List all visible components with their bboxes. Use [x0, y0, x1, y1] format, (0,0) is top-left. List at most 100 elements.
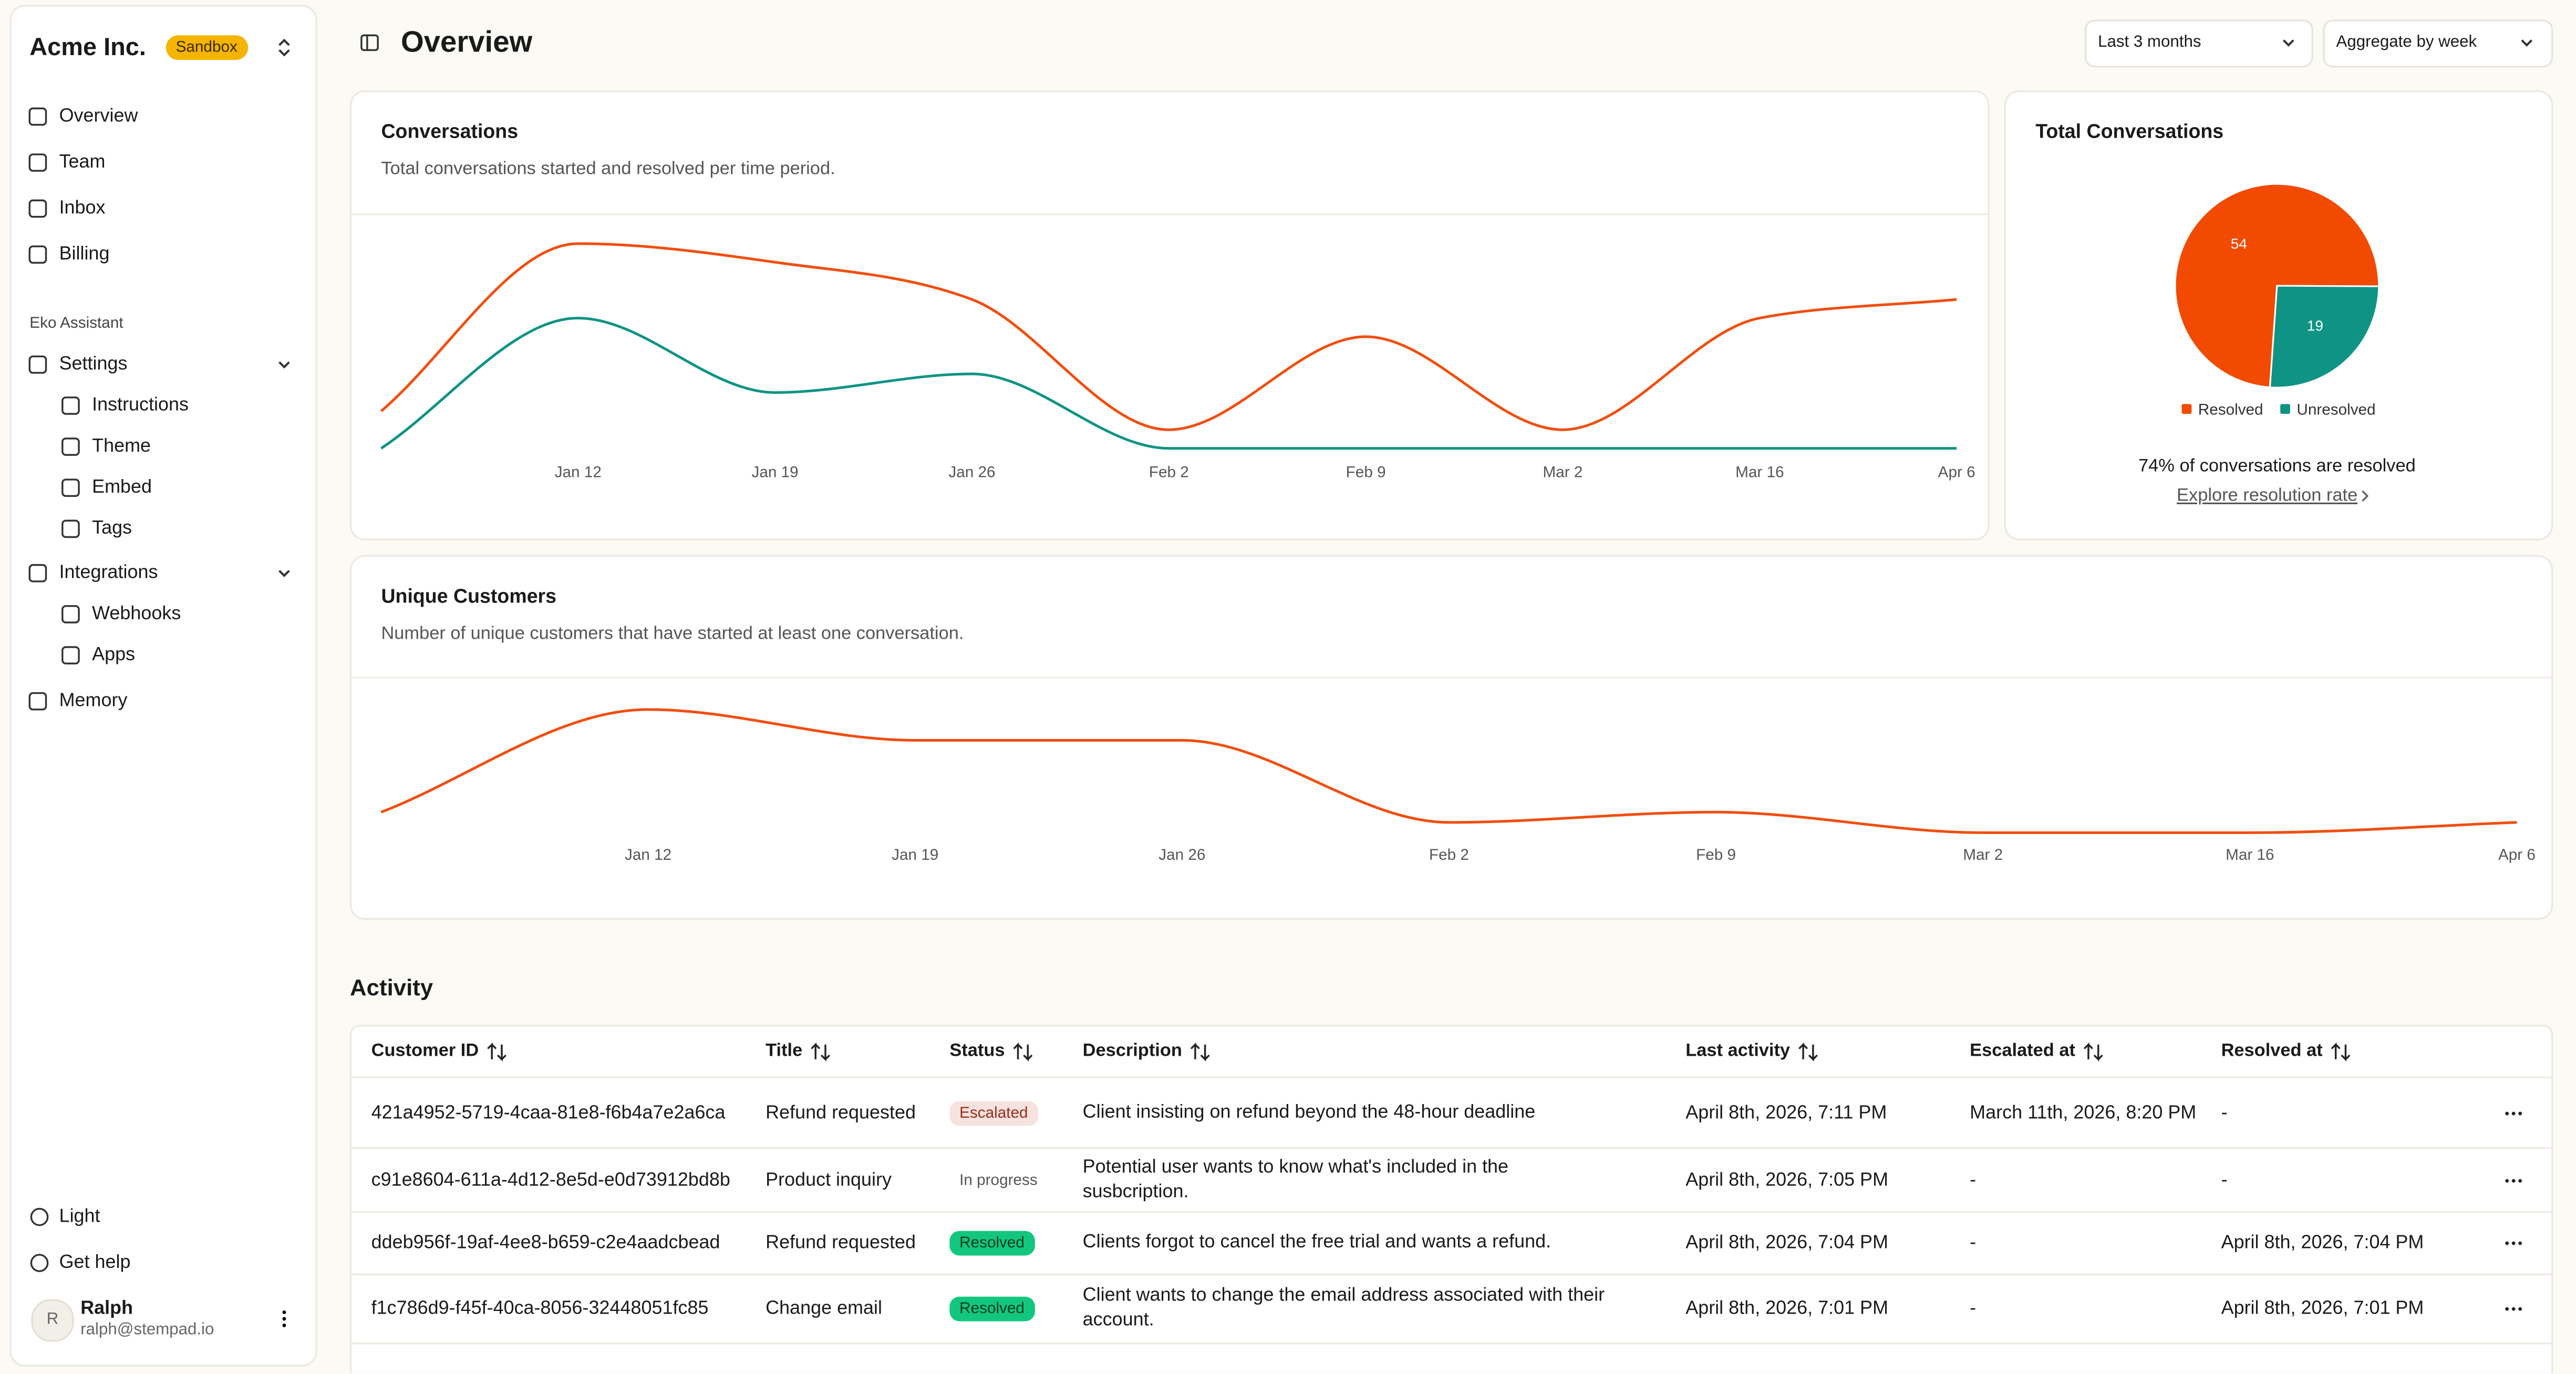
- sidebar-toggle[interactable]: [360, 33, 380, 53]
- pie-note: 74% of conversations are resolved: [2138, 456, 2416, 476]
- nav-icon[interactable]: [28, 153, 47, 172]
- chevron[interactable]: [274, 564, 294, 584]
- explore-link[interactable]: Explore resolution rate: [2177, 486, 2358, 506]
- cell: -: [1970, 1299, 1977, 1319]
- line: [380, 708, 2517, 834]
- sort-icon[interactable]: [1798, 1042, 1818, 1062]
- row-menu[interactable]: [2518, 1241, 2522, 1245]
- column-header[interactable]: Title: [765, 1041, 803, 1061]
- row-menu[interactable]: [2505, 1111, 2509, 1116]
- nav-icon[interactable]: [28, 692, 47, 711]
- column-header[interactable]: Escalated at: [1970, 1041, 2075, 1061]
- row-menu[interactable]: [2505, 1307, 2509, 1311]
- cell: Client insisting on refund beyond the 48…: [1082, 1102, 1536, 1123]
- nav-settings[interactable]: Settings: [59, 355, 128, 374]
- column-header[interactable]: Description: [1082, 1041, 1182, 1061]
- chevron[interactable]: [2517, 33, 2537, 53]
- range-value[interactable]: Last 3 months: [2098, 34, 2201, 52]
- x-tick-label: Jan 26: [948, 463, 995, 481]
- nav-subitem[interactable]: Webhooks: [92, 604, 181, 624]
- cell: Clients forgot to cancel the free trial …: [1082, 1232, 1551, 1253]
- sort-icon[interactable]: [1013, 1042, 1033, 1062]
- x-tick-label: Apr 6: [2498, 846, 2536, 863]
- x-tick-label: Apr 6: [1938, 463, 1975, 481]
- column-header[interactable]: Resolved at: [2221, 1041, 2323, 1061]
- cell: c91e8604-611a-4d12-8e5d-e0d73912bd8b: [371, 1171, 730, 1191]
- slice-label: 54: [2231, 235, 2247, 252]
- column-header[interactable]: Last activity: [1685, 1041, 1791, 1061]
- nav-icon[interactable]: [61, 605, 80, 623]
- line: [380, 242, 1957, 431]
- row-menu[interactable]: [2511, 1111, 2516, 1116]
- row-menu[interactable]: [2511, 1307, 2516, 1311]
- nav-icon[interactable]: [61, 646, 80, 664]
- x-tick-label: Feb 9: [1346, 463, 1386, 481]
- chevron[interactable]: [2279, 33, 2299, 53]
- x-tick-label: Mar 16: [1735, 463, 1784, 481]
- nav-subitem[interactable]: Theme: [92, 436, 151, 457]
- row-menu[interactable]: [2511, 1241, 2516, 1245]
- nav-icon[interactable]: [61, 438, 80, 456]
- nav-icon[interactable]: [28, 245, 47, 264]
- x-tick-label: Jan 12: [555, 463, 602, 481]
- sort-icon[interactable]: [487, 1042, 507, 1062]
- customers-card: [350, 555, 2553, 920]
- row-menu[interactable]: [2511, 1179, 2516, 1183]
- aggregate-value[interactable]: Aggregate by week: [2336, 34, 2477, 52]
- nav-integrations[interactable]: Integrations: [59, 563, 158, 584]
- nav-icon[interactable]: [28, 199, 47, 218]
- nav-subitem[interactable]: Embed: [92, 477, 152, 498]
- nav-icon[interactable]: [61, 519, 80, 538]
- row-menu[interactable]: [2505, 1241, 2509, 1245]
- row-menu[interactable]: [2518, 1307, 2522, 1311]
- card-subtitle: Total conversations started and resolved…: [381, 159, 835, 179]
- nav-icon[interactable]: [28, 355, 47, 374]
- cell: April 8th, 2026, 7:01 PM: [1685, 1299, 1889, 1319]
- nav-memory[interactable]: Memory: [59, 691, 128, 711]
- nav-item[interactable]: Billing: [59, 244, 110, 265]
- cell: March 11th, 2026, 8:20 PM: [1970, 1104, 2197, 1123]
- user-menu[interactable]: [274, 1309, 294, 1329]
- legend-swatch: [2181, 404, 2192, 414]
- sort-icon[interactable]: [1190, 1042, 1210, 1062]
- nav-item[interactable]: Overview: [59, 107, 138, 127]
- nav-subitem[interactable]: Instructions: [92, 395, 189, 416]
- row-menu[interactable]: [2518, 1179, 2522, 1183]
- nav-icon[interactable]: [28, 107, 47, 126]
- card-title: Conversations: [381, 120, 519, 143]
- x-tick-label: Jan 19: [892, 846, 938, 863]
- aggregate-select[interactable]: [2323, 19, 2553, 68]
- nav-item[interactable]: Inbox: [59, 199, 106, 218]
- status-badge: Resolved: [949, 1231, 1034, 1256]
- nav-subitem[interactable]: Apps: [92, 645, 136, 665]
- legend-swatch: [2280, 404, 2290, 414]
- card-title: Total Conversations: [2035, 120, 2224, 143]
- cell: Refund requested: [765, 1104, 916, 1123]
- org-name[interactable]: Acme Inc.: [29, 34, 146, 62]
- chevron[interactable]: [274, 355, 294, 374]
- sort-icon[interactable]: [2331, 1042, 2351, 1062]
- row-menu[interactable]: [2518, 1111, 2522, 1116]
- nav-item[interactable]: Team: [59, 152, 106, 173]
- x-tick-label: Mar 2: [1543, 463, 1583, 481]
- sort-icon[interactable]: [2083, 1042, 2103, 1062]
- org-switch[interactable]: [274, 38, 294, 58]
- x-tick-label: Jan 19: [752, 463, 799, 481]
- nav-icon[interactable]: [61, 478, 80, 497]
- legend-label: Unresolved: [2296, 401, 2375, 419]
- activity-table: [350, 1025, 2553, 1373]
- footer-icon: [30, 1208, 49, 1226]
- nav-icon[interactable]: [28, 564, 47, 582]
- footer-item[interactable]: Get help: [59, 1253, 131, 1273]
- column-header[interactable]: Status: [949, 1041, 1005, 1061]
- x-tick-label: Jan 12: [625, 846, 671, 863]
- footer-item[interactable]: Light: [59, 1207, 100, 1227]
- range-select[interactable]: [2085, 19, 2313, 68]
- nav-icon[interactable]: [61, 396, 80, 415]
- row-menu[interactable]: [2505, 1179, 2509, 1183]
- column-header[interactable]: Customer ID: [371, 1041, 479, 1061]
- card-subtitle: Number of unique customers that have sta…: [381, 624, 964, 644]
- sort-icon[interactable]: [811, 1042, 831, 1062]
- nav-subitem[interactable]: Tags: [92, 519, 132, 539]
